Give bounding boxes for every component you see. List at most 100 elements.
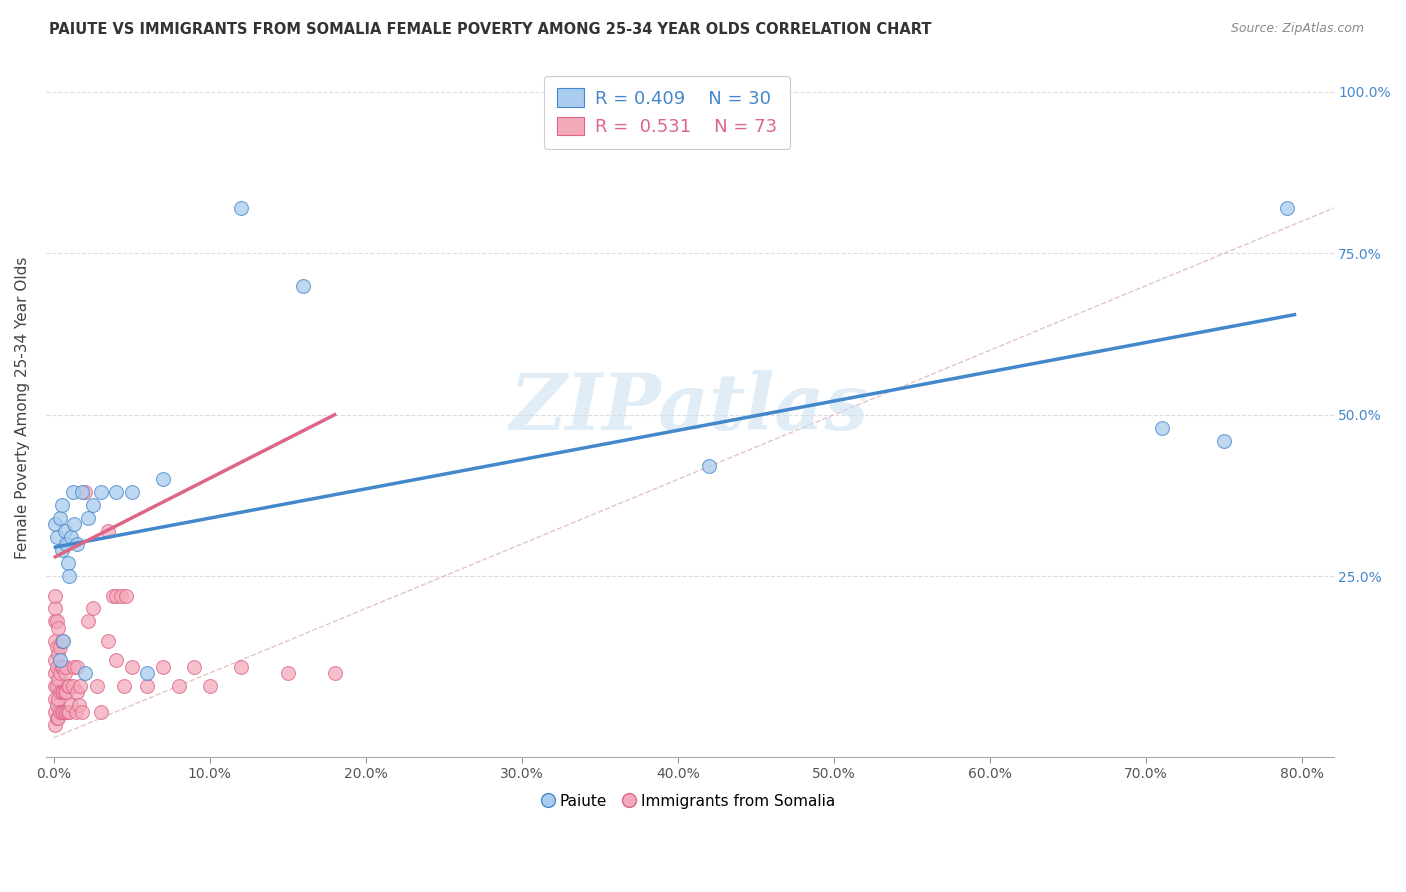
- Point: [121, 485, 143, 500]
- Point: [90, 485, 112, 500]
- Point: [48, 691, 70, 706]
- Point: [1275, 201, 1298, 215]
- Point: [97, 633, 120, 648]
- Point: [70, 485, 93, 500]
- Point: [44, 653, 66, 667]
- Point: [55, 537, 77, 551]
- Point: [82, 601, 104, 615]
- Point: [49, 640, 72, 655]
- Point: [45, 615, 67, 629]
- Point: [45, 530, 67, 544]
- Point: [48, 711, 70, 725]
- Point: [229, 659, 252, 673]
- Point: [110, 589, 132, 603]
- Point: [53, 705, 76, 719]
- Point: [97, 524, 120, 538]
- Point: [49, 705, 72, 719]
- Point: [49, 653, 72, 667]
- Point: [55, 659, 77, 673]
- Point: [56, 556, 79, 570]
- Point: [152, 659, 174, 673]
- Point: [66, 685, 89, 699]
- Point: [44, 517, 66, 532]
- Point: [52, 705, 75, 719]
- Point: [51, 659, 73, 673]
- Point: [69, 679, 91, 693]
- Point: [44, 615, 66, 629]
- Point: [55, 685, 77, 699]
- Point: [105, 589, 128, 603]
- Point: [53, 524, 76, 538]
- Point: [45, 711, 67, 725]
- Point: [44, 705, 66, 719]
- Point: [51, 685, 73, 699]
- Point: [62, 679, 84, 693]
- Point: [51, 633, 73, 648]
- Point: [52, 685, 75, 699]
- Point: [58, 569, 80, 583]
- Point: [73, 665, 96, 680]
- Point: [229, 201, 252, 215]
- Point: [55, 705, 77, 719]
- Point: [73, 485, 96, 500]
- Point: [77, 511, 100, 525]
- Point: [49, 685, 72, 699]
- Point: [277, 665, 299, 680]
- Point: [86, 679, 108, 693]
- Point: [323, 665, 346, 680]
- Point: [51, 498, 73, 512]
- Point: [292, 278, 315, 293]
- Point: [59, 530, 82, 544]
- Point: [112, 679, 135, 693]
- Point: [45, 679, 67, 693]
- Point: [198, 679, 221, 693]
- Point: [52, 633, 75, 648]
- Point: [66, 537, 89, 551]
- Point: [63, 517, 86, 532]
- Point: [51, 705, 73, 719]
- Point: [49, 665, 72, 680]
- Point: [167, 679, 190, 693]
- Point: [136, 665, 159, 680]
- Point: [49, 511, 72, 525]
- Point: [697, 459, 720, 474]
- Point: [56, 679, 79, 693]
- Point: [44, 589, 66, 603]
- Point: [183, 659, 205, 673]
- Point: [121, 659, 143, 673]
- Point: [136, 679, 159, 693]
- Point: [77, 615, 100, 629]
- Point: [58, 679, 80, 693]
- Point: [44, 665, 66, 680]
- Point: [114, 589, 136, 603]
- Point: [48, 621, 70, 635]
- Point: [63, 659, 86, 673]
- Point: [45, 640, 67, 655]
- Point: [90, 705, 112, 719]
- Point: [66, 659, 89, 673]
- Text: ZIPatlas: ZIPatlas: [510, 370, 869, 447]
- Point: [51, 543, 73, 558]
- Point: [48, 647, 70, 661]
- Point: [67, 698, 90, 713]
- Point: [44, 717, 66, 731]
- Text: Source: ZipAtlas.com: Source: ZipAtlas.com: [1230, 22, 1364, 36]
- Point: [45, 659, 67, 673]
- Y-axis label: Female Poverty Among 25-34 Year Olds: Female Poverty Among 25-34 Year Olds: [15, 257, 30, 559]
- Point: [70, 705, 93, 719]
- Point: [58, 705, 80, 719]
- Point: [45, 698, 67, 713]
- Point: [44, 691, 66, 706]
- Point: [44, 633, 66, 648]
- Point: [56, 705, 79, 719]
- Point: [1150, 420, 1173, 434]
- Point: [152, 472, 174, 486]
- Point: [65, 705, 87, 719]
- Point: [59, 698, 82, 713]
- Point: [82, 498, 104, 512]
- Point: [1213, 434, 1236, 448]
- Point: [62, 485, 84, 500]
- Text: PAIUTE VS IMMIGRANTS FROM SOMALIA FEMALE POVERTY AMONG 25-34 YEAR OLDS CORRELATI: PAIUTE VS IMMIGRANTS FROM SOMALIA FEMALE…: [49, 22, 932, 37]
- Point: [44, 679, 66, 693]
- Point: [52, 659, 75, 673]
